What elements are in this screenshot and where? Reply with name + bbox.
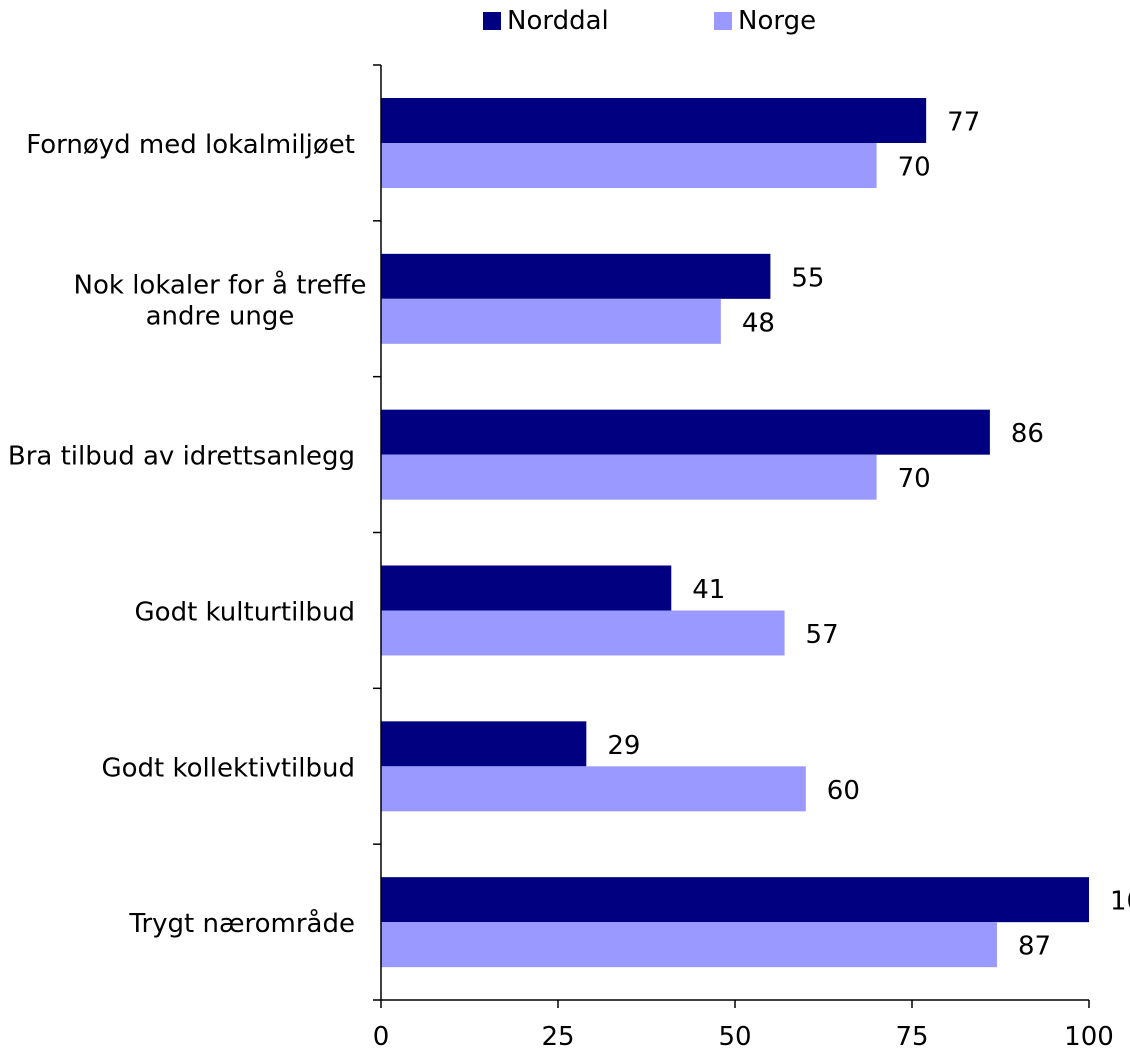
bar-norge-5 [381, 922, 997, 968]
data-label-norge-4: 60 [827, 776, 860, 806]
legend-item-norddal: Norddal [483, 6, 609, 36]
bar-norge-0 [381, 143, 877, 188]
data-label-norge-1: 48 [742, 308, 775, 338]
bar-norge-4 [381, 766, 806, 812]
data-label-norddal-2: 86 [1011, 419, 1044, 449]
legend-swatch-norddal [483, 12, 501, 30]
x-tick-label-2: 50 [718, 1022, 751, 1052]
legend: Norddal Norge [0, 2, 1130, 42]
category-label-0: Fornøyd med lokalmiljøet [26, 130, 355, 160]
x-tick-label-4: 100 [1064, 1022, 1114, 1052]
x-tick-label-0: 0 [373, 1022, 390, 1052]
category-label-2: Bra tilbud av idrettsanlegg [8, 442, 355, 472]
data-label-norddal-5: 100 [1110, 887, 1130, 917]
data-label-norddal-0: 77 [947, 108, 980, 138]
bar-norddal-5 [381, 877, 1089, 923]
bar-norge-3 [381, 610, 785, 656]
x-tick-label-1: 25 [541, 1022, 574, 1052]
data-label-norge-0: 70 [898, 153, 931, 183]
legend-label-norddal: Norddal [507, 6, 609, 36]
data-label-norddal-4: 29 [607, 731, 640, 761]
data-label-norddal-3: 41 [692, 575, 725, 605]
data-label-norge-5: 87 [1018, 932, 1051, 962]
category-label-1-line-1: andre unge [146, 301, 295, 331]
bar-norge-1 [381, 298, 721, 344]
bar-norddal-4 [381, 721, 587, 767]
data-label-norge-2: 70 [898, 464, 931, 494]
bar-norddal-3 [381, 565, 672, 611]
category-label-4: Godt kollektivtilbud [102, 753, 356, 783]
bar-norddal-2 [381, 409, 990, 455]
data-label-norddal-1: 55 [791, 263, 824, 293]
category-label-5: Trygt nærområde [128, 908, 355, 939]
x-tick-label-3: 75 [895, 1022, 928, 1052]
data-label-norge-3: 57 [806, 620, 839, 650]
bar-norddal-0 [381, 98, 927, 143]
legend-swatch-norge [714, 12, 732, 30]
bar-norddal-1 [381, 253, 771, 299]
category-label-1-line-0: Nok lokaler for å treffe [74, 269, 367, 300]
category-label-3: Godt kulturtilbud [135, 598, 355, 628]
legend-item-norge: Norge [714, 6, 816, 36]
legend-label-norge: Norge [738, 6, 817, 36]
bar-norge-2 [381, 454, 877, 500]
